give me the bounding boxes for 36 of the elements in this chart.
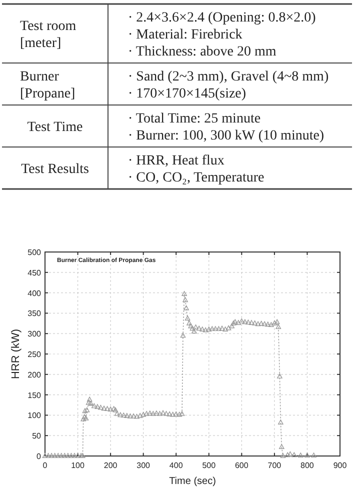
text: · Sand (2~3 mm), Gravel (4~8 mm) [128,70,329,84]
text: · Burner: 100, 300 kW (10 minute) [128,128,324,144]
y-tick-label: 350 [28,309,42,318]
x-tick-label: 900 [333,461,348,470]
x-tick-label: 600 [234,461,249,470]
category-label: Test Time [27,120,83,135]
x-tick-label: 200 [104,461,118,470]
y-tick-label: 100 [28,411,42,420]
x-axis-title: Time (sec) [169,476,216,487]
x-tick-label: 700 [268,461,282,470]
y-tick-label: 150 [28,390,42,400]
text: · HRR, Heat flux [128,154,224,168]
x-tick-label: 800 [300,461,314,470]
text: · Thickness: above 20 mm [128,44,276,60]
category-label: Test room [meter] [20,19,76,51]
y-tick-label: 200 [28,370,42,380]
y-axis-title: HRR (kW) [10,328,22,380]
text: · Total Time: 25 minute [128,112,261,126]
y-tick-label: 250 [28,350,42,359]
x-tick-label: 300 [136,461,151,470]
x-tick-label: 400 [169,461,184,470]
text: · 170×170×145(size) [128,86,246,102]
category-label: Test Results [21,162,89,177]
text: · 2.4×3.6×2.4 (Opening: 0.8×2.0) [128,10,316,26]
y-tick-label: 400 [28,288,42,298]
y-tick-label: 50 [32,432,42,441]
x-tick-label: 0 [42,461,48,470]
category-label: Burner [Propane] [20,70,76,102]
x-tick-label: 500 [202,461,216,470]
y-tick-label: 0 [36,452,42,461]
x-tick-label: 100 [71,461,85,470]
y-tick-label: 300 [28,330,42,339]
text: · CO, CO₂, Temperature [128,170,264,186]
y-tick-label: 450 [28,268,42,278]
y-tick-label: 500 [28,248,42,257]
text: · Material: Firebrick [128,28,242,42]
